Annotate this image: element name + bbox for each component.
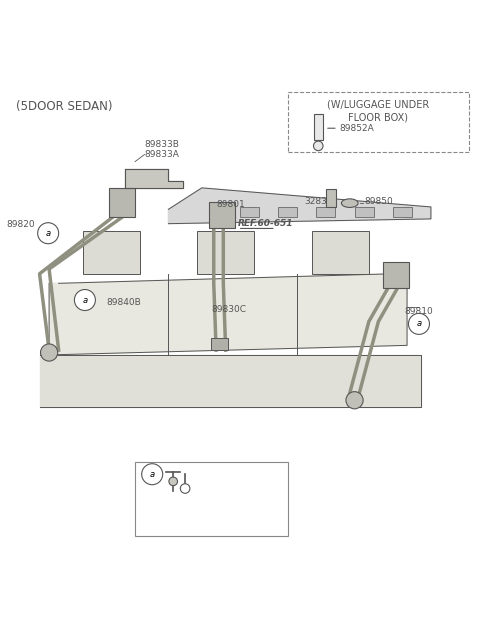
Polygon shape	[168, 188, 431, 224]
Text: (W/LUGGAGE UNDER: (W/LUGGAGE UNDER	[327, 100, 430, 109]
Text: (5DOOR SEDAN): (5DOOR SEDAN)	[16, 100, 112, 113]
Circle shape	[74, 289, 96, 311]
Bar	[211, 338, 228, 350]
Text: 89833B: 89833B	[144, 140, 180, 149]
Text: a: a	[150, 469, 155, 478]
Circle shape	[313, 141, 323, 150]
Bar	[197, 231, 254, 274]
Text: 89833A: 89833A	[144, 150, 180, 159]
Bar	[316, 207, 336, 217]
Circle shape	[169, 477, 178, 485]
Bar	[109, 188, 135, 217]
Polygon shape	[49, 274, 407, 355]
Text: 89830C: 89830C	[211, 305, 246, 314]
Text: 89810: 89810	[405, 307, 433, 316]
Circle shape	[346, 392, 363, 409]
Text: a: a	[83, 296, 87, 305]
FancyBboxPatch shape	[288, 93, 469, 152]
Bar	[209, 202, 235, 228]
Circle shape	[408, 313, 430, 334]
Text: a: a	[416, 320, 421, 329]
Bar	[383, 262, 409, 288]
FancyBboxPatch shape	[135, 462, 288, 536]
Text: 89820: 89820	[6, 220, 35, 229]
Text: 88878: 88878	[166, 475, 195, 484]
Text: REF.60-651: REF.60-651	[238, 219, 293, 228]
Bar	[83, 231, 140, 274]
Circle shape	[142, 464, 163, 485]
Text: 89840B: 89840B	[107, 298, 141, 307]
Bar	[314, 114, 323, 140]
Polygon shape	[39, 355, 421, 408]
Bar	[393, 207, 412, 217]
Text: 32837: 32837	[304, 197, 333, 206]
Bar	[278, 207, 297, 217]
Ellipse shape	[341, 199, 358, 208]
Text: 89801: 89801	[216, 200, 245, 209]
Text: a: a	[46, 229, 51, 238]
Bar	[326, 189, 336, 207]
Text: 89852A: 89852A	[339, 123, 374, 132]
Text: 89850: 89850	[364, 197, 393, 206]
Circle shape	[180, 484, 190, 493]
Polygon shape	[125, 169, 183, 188]
Circle shape	[40, 344, 58, 361]
Circle shape	[37, 222, 59, 244]
Bar	[312, 231, 369, 274]
Text: 88877: 88877	[178, 519, 207, 528]
Text: FLOOR BOX): FLOOR BOX)	[348, 113, 408, 122]
Bar	[240, 207, 259, 217]
Bar	[355, 207, 373, 217]
